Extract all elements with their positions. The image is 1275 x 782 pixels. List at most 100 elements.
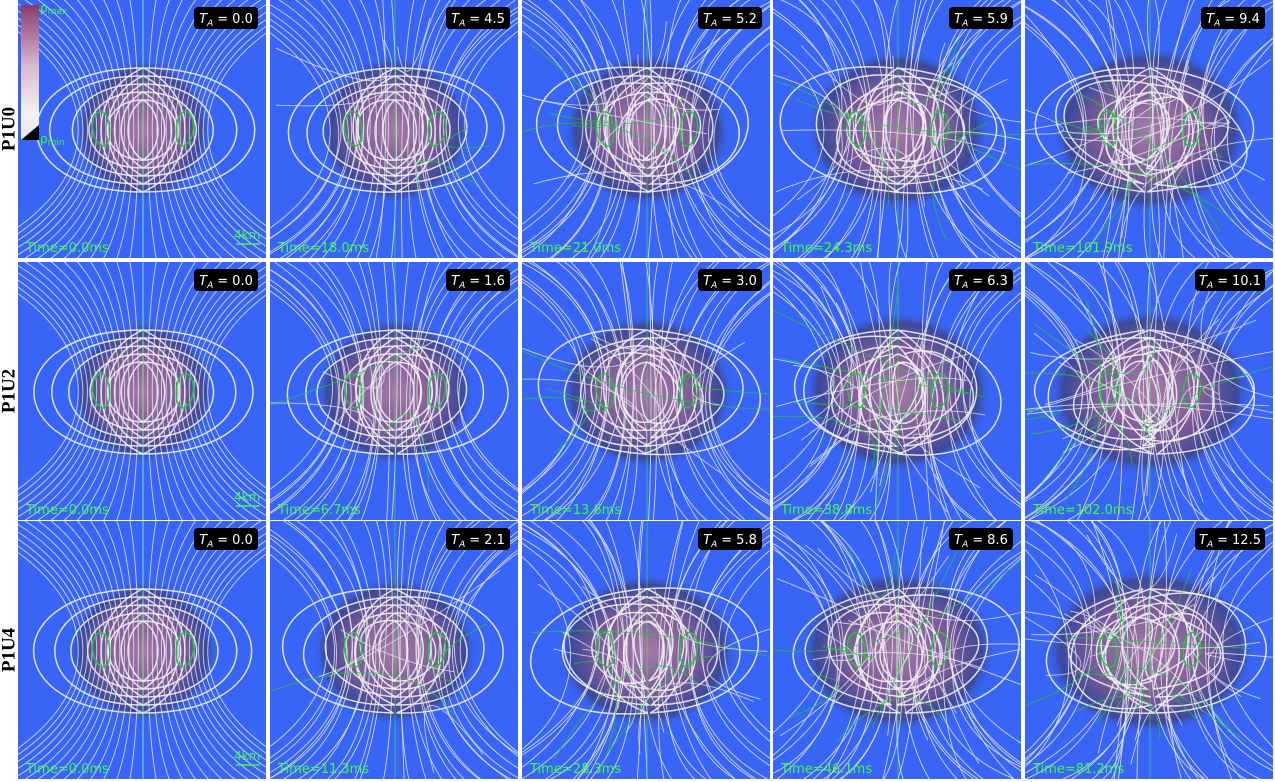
field-line (270, 32, 331, 229)
field-line (207, 294, 266, 489)
ta-box (446, 269, 510, 291)
field-strand (820, 286, 948, 513)
field-strand (582, 586, 659, 623)
field-line (1087, 0, 1133, 258)
field-line (202, 26, 266, 233)
field-line (457, 287, 518, 490)
field-loop (896, 594, 989, 706)
field-line (129, 0, 139, 258)
field-loop (852, 91, 904, 169)
field-strand (773, 309, 985, 398)
time-label: Time=24.3ms (780, 241, 872, 256)
field-strand (912, 433, 981, 489)
field-strand (1034, 574, 1109, 657)
panel: TA = 5.8 Time=28.3ms (522, 521, 770, 779)
field-strand (1086, 533, 1178, 592)
ta-box (194, 269, 258, 291)
field-line (161, 521, 197, 779)
field-loop (793, 329, 904, 455)
field-line (18, 545, 84, 756)
field-line (1046, 262, 1108, 520)
field-loop (394, 337, 485, 447)
field-line (1025, 575, 1077, 754)
ta-box (1195, 528, 1265, 550)
field-line (774, 262, 852, 520)
field-line (585, 521, 628, 779)
panel: TA = 12.5 Time=81.2ms (1025, 521, 1273, 779)
field-line (76, 262, 121, 520)
field-line (147, 521, 157, 779)
ta-equals: = (469, 12, 480, 27)
field-line (873, 0, 893, 258)
field-line (50, 262, 111, 520)
field-strand (940, 78, 1008, 191)
field-strand (792, 364, 880, 493)
field-strand (1163, 349, 1196, 481)
field-loop (142, 83, 214, 177)
field-strand (1074, 91, 1221, 233)
ta-box (1195, 269, 1265, 291)
time-label: Time=81.2ms (1032, 762, 1124, 777)
field-strand (836, 697, 945, 742)
field-strand (794, 98, 1021, 135)
ta-symbol: T (703, 274, 712, 289)
field-strand (1090, 183, 1132, 247)
field-line (914, 262, 977, 520)
ta-box (949, 528, 1013, 550)
field-line (198, 540, 266, 761)
green-loop (930, 632, 950, 668)
field-loop (1045, 588, 1155, 714)
field-line (969, 298, 1021, 506)
field-line (888, 262, 918, 520)
field-strand (1088, 85, 1185, 105)
ta-value: 5.2 (736, 12, 757, 27)
field-line (18, 279, 88, 503)
field-line (161, 0, 197, 258)
field-line (344, 0, 378, 258)
field-line (1136, 521, 1161, 779)
field-strand (332, 339, 436, 430)
field-strand (275, 39, 393, 82)
field-line (619, 262, 638, 520)
field-strand (1199, 27, 1249, 130)
field-loop (846, 99, 901, 161)
field-loop (140, 620, 182, 682)
field-loop (645, 67, 749, 193)
field-strand (775, 169, 984, 193)
field-line (881, 262, 901, 520)
field-strand (318, 570, 501, 677)
field-loop (71, 83, 144, 177)
field-line (718, 550, 770, 742)
field-loop (561, 603, 651, 699)
field-strand (1112, 568, 1192, 712)
field-loop (1089, 353, 1159, 431)
field-line (156, 262, 183, 520)
field-strand (533, 98, 708, 135)
ta-label: TA = 12.5 (1199, 533, 1261, 550)
field-line (1147, 262, 1181, 520)
green-loop (595, 111, 615, 147)
green-loop (91, 111, 111, 147)
field-strand (590, 338, 674, 431)
field-line (165, 0, 210, 258)
field-loop (803, 335, 899, 447)
field-line (773, 8, 841, 242)
ta-subscript: A (1206, 540, 1213, 550)
field-loop (391, 99, 433, 161)
field-line (876, 521, 903, 779)
field-strand (1192, 630, 1242, 698)
field-strand (608, 60, 719, 111)
field-line (947, 262, 999, 520)
field-line (1066, 262, 1124, 520)
field-line (1151, 0, 1168, 258)
field-line (1025, 521, 1124, 779)
time-label: Time=102.0ms (1032, 503, 1133, 518)
scale-bar-label: 4km (234, 228, 260, 242)
field-loop (894, 620, 929, 683)
field-strand (927, 62, 965, 97)
field-strand (776, 377, 968, 407)
field-strand (574, 660, 618, 755)
field-line (356, 0, 383, 258)
ta-label: TA = 9.4 (1206, 12, 1260, 29)
green-loop (343, 632, 363, 668)
